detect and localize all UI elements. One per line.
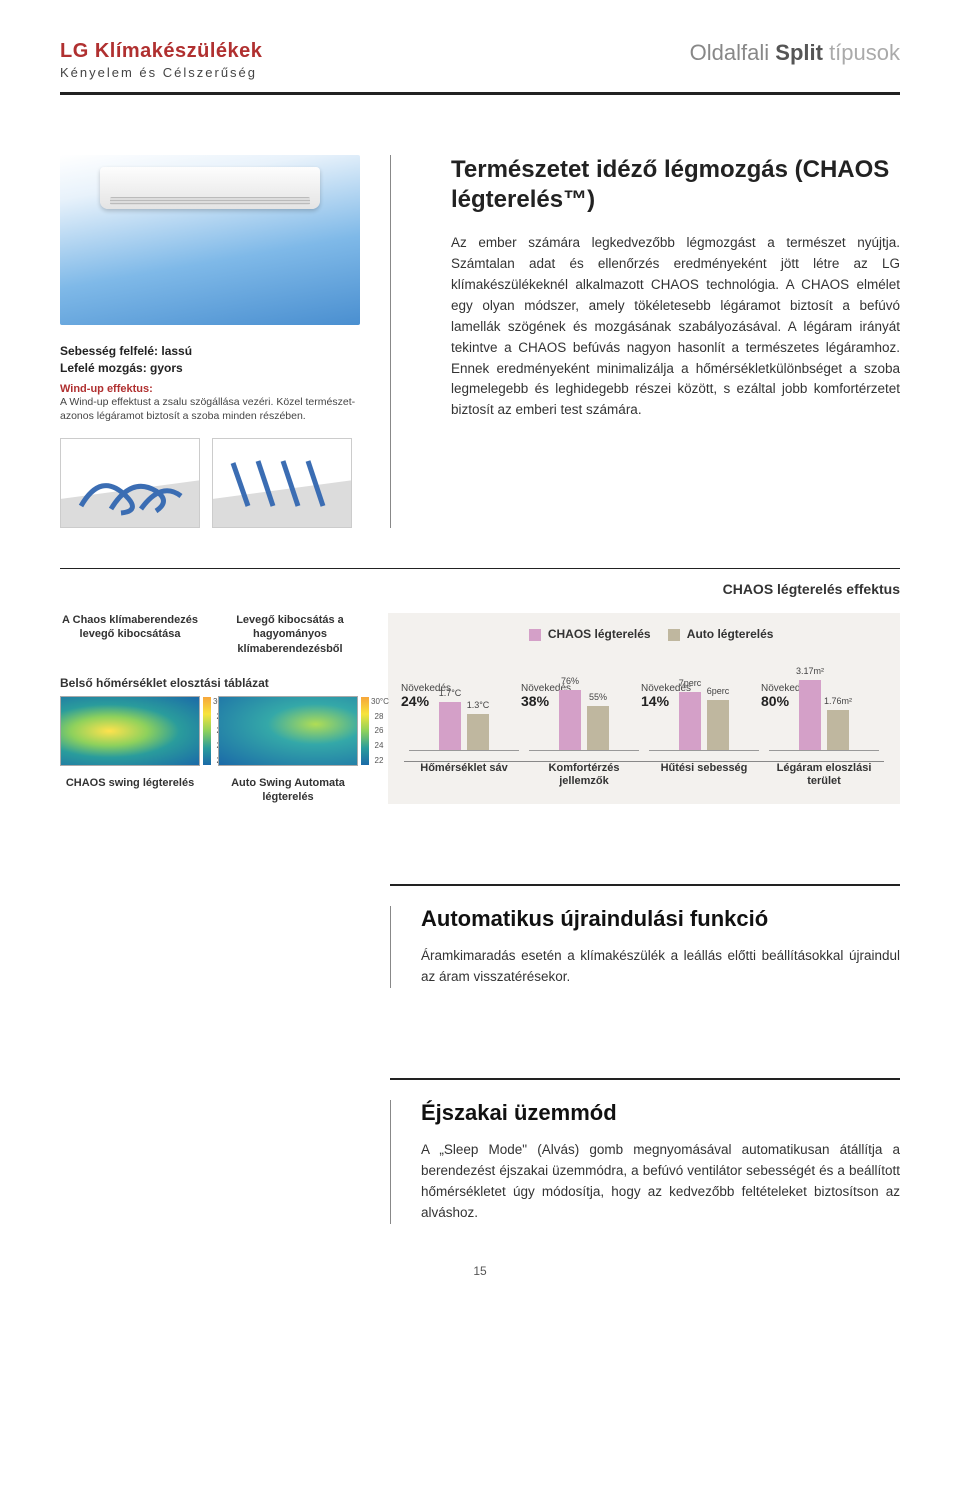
heatmap-chaos: 30°C 28 26 24 22 [60,696,200,766]
legend-chaos-label: CHAOS légterelés [548,627,651,641]
auto-restart-title: Automatikus újraindulási funkció [421,906,900,932]
category-label: Légáram eloszlási terület [769,762,879,788]
chart-group: Növekedés80%3.17m²1.76m² [769,671,879,751]
auto-restart-section: Automatikus újraindulási funkció Áramkim… [60,884,900,988]
windup-desc: A Wind-up effektust a zsalu szögállása v… [60,395,360,424]
category-3: típusok [829,40,900,65]
airflow-diagrams [60,438,360,528]
heat-scale: 30°C 28 26 24 22 [361,697,387,765]
category-label: Hűtési sebesség [649,762,759,788]
chaos-right-column: Természetet idéző légmozgás (CHAOS légte… [451,155,900,528]
speed-line-2: Lefelé mozgás: gyors [60,360,360,377]
speed-line-1: Sebesség felfelé: lassú [60,343,360,360]
windup-title: Wind-up effektus: [60,383,360,395]
ac-unit-icon [100,167,320,209]
category-label: Komfortérzés jellemzők [529,762,639,788]
airflow-diagram-chaos [60,438,200,528]
bar-auto: 55% [587,706,609,750]
swing-labels: CHAOS swing légterelés Auto Swing Automa… [60,776,360,805]
emission-chaos-label: A Chaos klímaberendezés levegő kibocsátá… [60,613,200,642]
section-rule [60,568,900,569]
night-mode-section: Éjszakai üzemmód A „Sleep Mode" (Alvás) … [60,1078,900,1224]
chart-group: Növekedés38%76%55% [529,671,639,751]
brand-block: LG Klímakészülékek Kényelem és Célszerűs… [60,40,262,80]
bar-chaos: 76% [559,690,581,750]
ac-illustration [60,155,360,325]
swing-auto-label: Auto Swing Automata légterelés [218,776,358,805]
legend-auto-label: Auto légterelés [687,627,774,641]
night-mode-title: Éjszakai üzemmód [421,1100,900,1126]
page-category: Oldalfali Split típusok [690,40,900,66]
section-rule [390,1078,900,1080]
brand-subtitle: Kényelem és Célszerűség [60,65,262,80]
airflow-arrows-icon [71,451,191,521]
category-label: Hőmérséklet sáv [409,762,519,788]
bar-chaos: 7perc [679,692,701,750]
emission-conv-label: Levegő kibocsátás a hagyományos klímaber… [220,613,360,656]
chaos-section: Sebesség felfelé: lassú Lefelé mozgás: g… [60,155,900,528]
swing-chaos-label: CHAOS swing légterelés [60,776,200,805]
night-mode-body: A „Sleep Mode" (Alvás) gomb megnyomásáva… [421,1140,900,1224]
chart-category-labels: Hőmérséklet sáv Komfortérzés jellemzők Hűt… [404,761,884,788]
auto-restart-body: Áramkimaradás esetén a klímakészülék a l… [421,946,900,988]
speed-text: Sebesség felfelé: lassú Lefelé mozgás: g… [60,343,360,377]
chaos-title: Természetet idéző légmozgás (CHAOS légte… [451,155,900,215]
chart-legend: CHAOS légterelés Auto légterelés [404,627,884,641]
effect-left-panel: A Chaos klímaberendezés levegő kibocsátá… [60,613,360,804]
header-rule [60,92,900,95]
distribution-title: Belső hőmérséklet elosztási táblázat [60,676,360,690]
bar-auto: 1.3°C [467,714,489,750]
heatmap-auto: 30°C 28 26 24 22 [218,696,358,766]
section-rule [390,884,900,886]
vertical-divider [390,155,391,528]
bar-chaos: 3.17m² [799,680,821,750]
effect-chart-panel: CHAOS légterelés Auto légterelés Növeked… [388,613,900,804]
legend-swatch-chaos [529,629,541,641]
bar-chaos: 1.7°C [439,702,461,750]
brand-title: LG Klímakészülékek [60,40,262,63]
page-header: LG Klímakészülékek Kényelem és Célszerűs… [60,40,900,88]
chart-groups: Növekedés24%1.7°C1.3°CNövekedés38%76%55%… [404,651,884,751]
chart-group: Növekedés24%1.7°C1.3°C [409,671,519,751]
effect-row: A Chaos klímaberendezés levegő kibocsátá… [60,613,900,804]
page-number: 15 [60,1264,900,1278]
heatmap-row: 30°C 28 26 24 22 30°C 28 26 24 22 [60,696,360,766]
category-1: Oldalfali [690,40,769,65]
airflow-diagram-auto [212,438,352,528]
chaos-left-column: Sebesség felfelé: lassú Lefelé mozgás: g… [60,155,360,528]
bar-auto: 1.76m² [827,710,849,750]
airflow-arrows-icon [223,451,343,521]
legend-swatch-auto [668,629,680,641]
bar-auto: 6perc [707,700,729,750]
chart-group: Növekedés14%7perc6perc [649,671,759,751]
category-2: Split [775,40,823,65]
effect-section-title: CHAOS légterelés effektus [60,581,900,597]
chaos-body: Az ember számára legkedvezőbb légmozgást… [451,233,900,421]
